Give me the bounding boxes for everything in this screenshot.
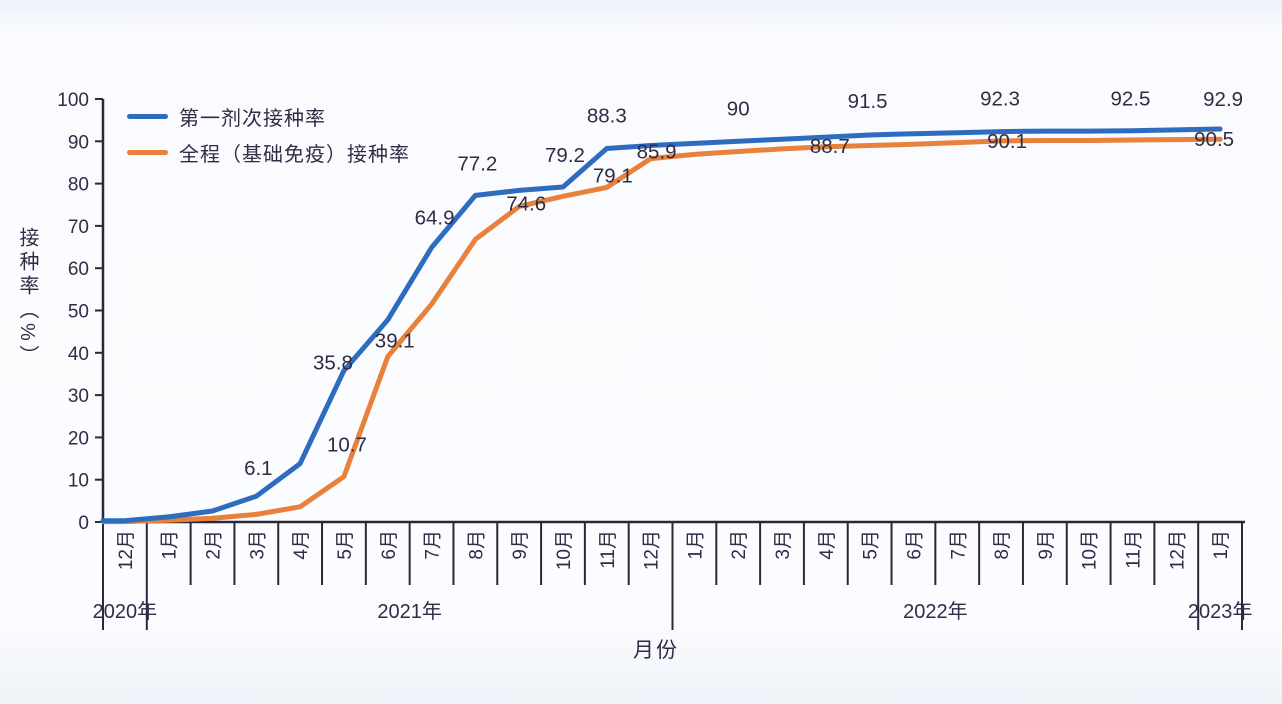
x-axis-month-label: 7月 [948, 530, 969, 560]
x-axis-month-label: 4月 [817, 530, 838, 560]
data-label-first-dose: 92.3 [980, 88, 1020, 111]
data-label-full-course: 79.1 [593, 164, 633, 187]
series-line-first-dose [100, 126, 1223, 524]
y-axis-tick-label: 10 [68, 471, 89, 492]
x-axis-month-label: 11月 [1123, 530, 1144, 569]
y-axis-tick-label: 50 [68, 302, 89, 323]
data-label-full-course: 74.6 [506, 192, 546, 215]
y-axis-tick-label: 20 [68, 428, 89, 449]
y-axis-tick-label: 70 [68, 217, 89, 238]
data-label-first-dose: 79.2 [545, 144, 585, 167]
x-axis-month-label: 1月 [1211, 530, 1232, 560]
x-axis-year-label: 2020年 [93, 600, 158, 623]
data-label-first-dose: 35.8 [313, 352, 353, 375]
data-label-first-dose: 6.1 [244, 457, 273, 480]
x-axis-month-label: 4月 [291, 530, 312, 560]
x-axis-year-label: 2021年 [377, 600, 442, 623]
x-axis-month-label: 5月 [335, 530, 356, 560]
data-label-first-dose: 92.9 [1203, 88, 1243, 111]
y-axis-tick-label: 100 [57, 90, 89, 111]
legend-item-full-course: 全程（基础免疫）接种率 [127, 136, 410, 169]
data-label-full-course: 39.1 [375, 330, 415, 353]
x-axis-month-label: 12月 [1167, 530, 1188, 570]
data-label-first-dose: 92.5 [1111, 88, 1151, 111]
y-axis-tick-label: 30 [68, 386, 89, 407]
x-axis-month-label: 9月 [510, 530, 531, 560]
x-axis-month-label: 6月 [904, 530, 925, 560]
data-label-first-dose: 77.2 [457, 152, 497, 175]
data-label-full-course: 90.5 [1194, 128, 1234, 151]
data-label-first-dose: 64.9 [415, 206, 455, 229]
legend-label-first-dose: 第一剂次接种率 [179, 108, 326, 130]
x-axis-month-label: 10月 [1080, 530, 1101, 570]
legend-item-first-dose: 第一剂次接种率 [127, 100, 410, 133]
x-axis-month-label: 1月 [160, 530, 181, 560]
legend-label-full-course: 全程（基础免疫）接种率 [179, 144, 410, 166]
legend-swatch-full-course [127, 150, 168, 155]
x-axis-month-label: 5月 [861, 530, 882, 560]
x-axis-year-label: 2023年 [1188, 600, 1253, 623]
x-axis-month-label: 12月 [116, 530, 137, 570]
series-line-full-course [100, 136, 1223, 525]
x-axis-title: 月份 [633, 639, 679, 662]
x-axis-month-label: 11月 [598, 530, 619, 569]
y-axis-tick-label: 80 [68, 175, 89, 196]
x-axis-month-label: 8月 [992, 530, 1013, 560]
y-axis-title: 接种率（%） [16, 227, 38, 369]
data-label-first-dose: 88.3 [587, 104, 627, 127]
legend-swatch-first-dose [127, 114, 168, 119]
y-axis-tick-label: 60 [68, 259, 89, 280]
x-axis-month-label: 1月 [685, 530, 706, 560]
x-axis-month-label: 12月 [642, 530, 663, 570]
x-axis-month-label: 3月 [247, 530, 268, 560]
data-label-first-dose: 90 [727, 97, 750, 120]
x-axis-month-label: 7月 [423, 530, 444, 560]
x-axis-year-label: 2022年 [903, 600, 968, 623]
y-axis-tick-label: 90 [68, 132, 89, 153]
x-axis-month-label: 10月 [554, 530, 575, 570]
x-axis-month-label: 9月 [1036, 530, 1057, 560]
x-axis-month-label: 6月 [379, 530, 400, 560]
x-axis-month-label: 8月 [466, 530, 487, 560]
y-axis-tick-label: 0 [78, 513, 89, 534]
legend: 第一剂次接种率 全程（基础免疫）接种率 [127, 100, 410, 169]
y-axis-tick-label: 40 [68, 344, 89, 365]
data-label-first-dose: 91.5 [848, 90, 888, 113]
data-label-full-course: 85.9 [637, 141, 677, 164]
x-axis-month-label: 3月 [773, 530, 794, 560]
x-axis-month-label: 2月 [729, 530, 750, 560]
data-label-full-course: 10.7 [327, 434, 367, 457]
data-label-full-course: 90.1 [987, 130, 1027, 153]
data-label-full-course: 88.7 [810, 135, 850, 158]
x-axis-month-label: 2月 [204, 530, 225, 560]
